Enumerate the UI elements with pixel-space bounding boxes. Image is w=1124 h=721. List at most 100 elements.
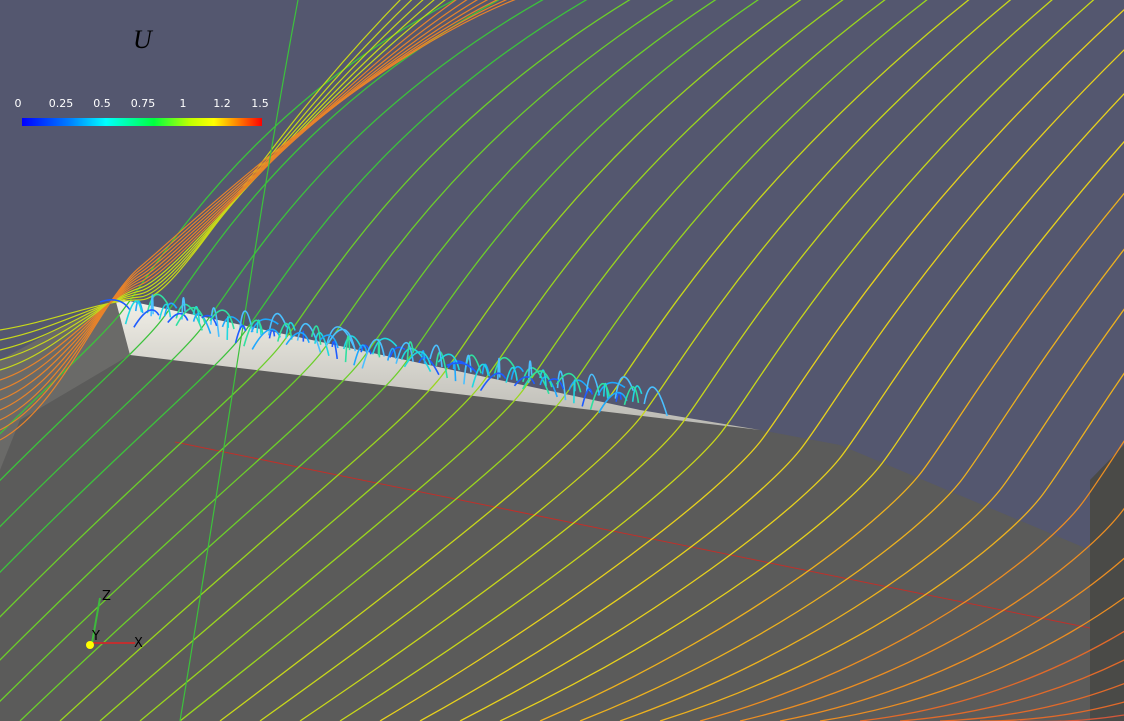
streamline — [0, 0, 489, 411]
x-label: X — [134, 636, 143, 651]
streamline — [139, 0, 886, 721]
vortex-line — [99, 299, 131, 311]
vortex-line — [277, 322, 293, 342]
streamline — [779, 557, 1124, 721]
vortex-line — [250, 318, 279, 333]
streamline — [619, 308, 1124, 721]
streamline — [339, 0, 1095, 721]
vortex-line — [555, 372, 582, 393]
streamline — [0, 0, 413, 341]
vortex-line — [325, 326, 356, 349]
vortex-line — [371, 337, 398, 355]
streamline — [0, 0, 402, 331]
z-label: Z — [102, 589, 111, 604]
streamline — [0, 0, 717, 703]
streamline — [819, 596, 1124, 721]
streamline — [179, 0, 928, 721]
streamline — [59, 0, 802, 721]
vortex-line — [319, 334, 339, 349]
streamline — [259, 0, 1012, 721]
streamline — [0, 0, 435, 361]
vortex-line — [539, 369, 547, 387]
streamline — [0, 0, 447, 371]
orientation-axes: Z Y X — [86, 589, 143, 651]
streamline — [19, 0, 760, 721]
vortex-line — [505, 366, 518, 383]
vortex-line — [234, 324, 247, 344]
streamline — [0, 0, 674, 661]
vortex-line — [429, 344, 443, 368]
vortex-line — [134, 300, 144, 314]
streamline — [0, 0, 457, 381]
colorbar-label: 0 — [15, 97, 22, 110]
streamline — [0, 0, 631, 618]
vortex-line — [124, 300, 143, 325]
block — [1090, 445, 1124, 721]
vortex-line — [602, 382, 609, 399]
vortex-line — [158, 303, 172, 320]
vortex-line — [597, 381, 626, 396]
vortex-line — [406, 341, 415, 361]
streamline — [0, 0, 516, 441]
streamline — [419, 49, 1124, 721]
streamline — [899, 659, 1124, 721]
colorbar-labels: 0 0.25 0.5 0.75 1 1.2 1.5 — [15, 97, 269, 110]
vortex-line — [389, 346, 406, 358]
red-line — [174, 441, 1091, 629]
vortex-line — [175, 306, 206, 327]
vortex-line — [631, 385, 643, 402]
colorbar-label: 0.75 — [131, 97, 156, 110]
colorbar — [22, 118, 262, 126]
vortex-line — [360, 344, 372, 355]
vortex-line — [435, 351, 449, 379]
streamline — [699, 440, 1124, 721]
vortex-line — [400, 347, 432, 372]
streamline — [579, 248, 1124, 721]
ramp-top — [115, 298, 760, 430]
vortex-line — [226, 316, 230, 340]
streamline — [0, 0, 479, 401]
vortex-line — [285, 331, 310, 346]
vortex-line — [133, 309, 160, 328]
vortex-line — [344, 335, 351, 363]
colorbar-title: U — [133, 25, 154, 54]
vortex-line — [361, 338, 386, 369]
vortex-line — [643, 386, 668, 417]
vortex-line — [167, 312, 189, 324]
vortex-line — [589, 383, 611, 410]
streamline — [859, 630, 1124, 721]
vortex-line — [479, 372, 507, 392]
y-label: Y — [91, 629, 100, 644]
streamline — [499, 140, 1124, 721]
vortex-line — [327, 328, 357, 352]
streamline — [0, 0, 456, 435]
streamline — [539, 192, 1124, 721]
streamline — [0, 0, 588, 574]
y-axis — [86, 641, 94, 649]
streamline — [99, 0, 844, 721]
streamline — [0, 0, 424, 351]
vortex-line — [522, 370, 553, 390]
vortex-line — [285, 321, 296, 339]
streamline — [379, 9, 1124, 721]
z-axis — [91, 597, 101, 644]
streamline — [459, 93, 1124, 721]
vortex-line — [386, 347, 397, 361]
colorbar-label: 0.5 — [93, 97, 111, 110]
vortex-line — [471, 363, 490, 388]
vortex-line — [581, 388, 594, 407]
colorbar-label: 1.5 — [251, 97, 269, 110]
vortex-line — [331, 340, 339, 360]
vortex-line — [481, 363, 491, 377]
vortex-line — [437, 353, 461, 371]
vortex-line — [403, 351, 432, 368]
vortex-line — [353, 344, 368, 366]
vortex-line — [251, 328, 281, 350]
colorbar-label: 1.2 — [213, 97, 231, 110]
vortex-line — [296, 322, 322, 353]
vortex-line — [513, 376, 536, 387]
vortex-line — [547, 378, 565, 390]
vortex-line — [420, 350, 426, 364]
vortex-line — [598, 391, 628, 414]
